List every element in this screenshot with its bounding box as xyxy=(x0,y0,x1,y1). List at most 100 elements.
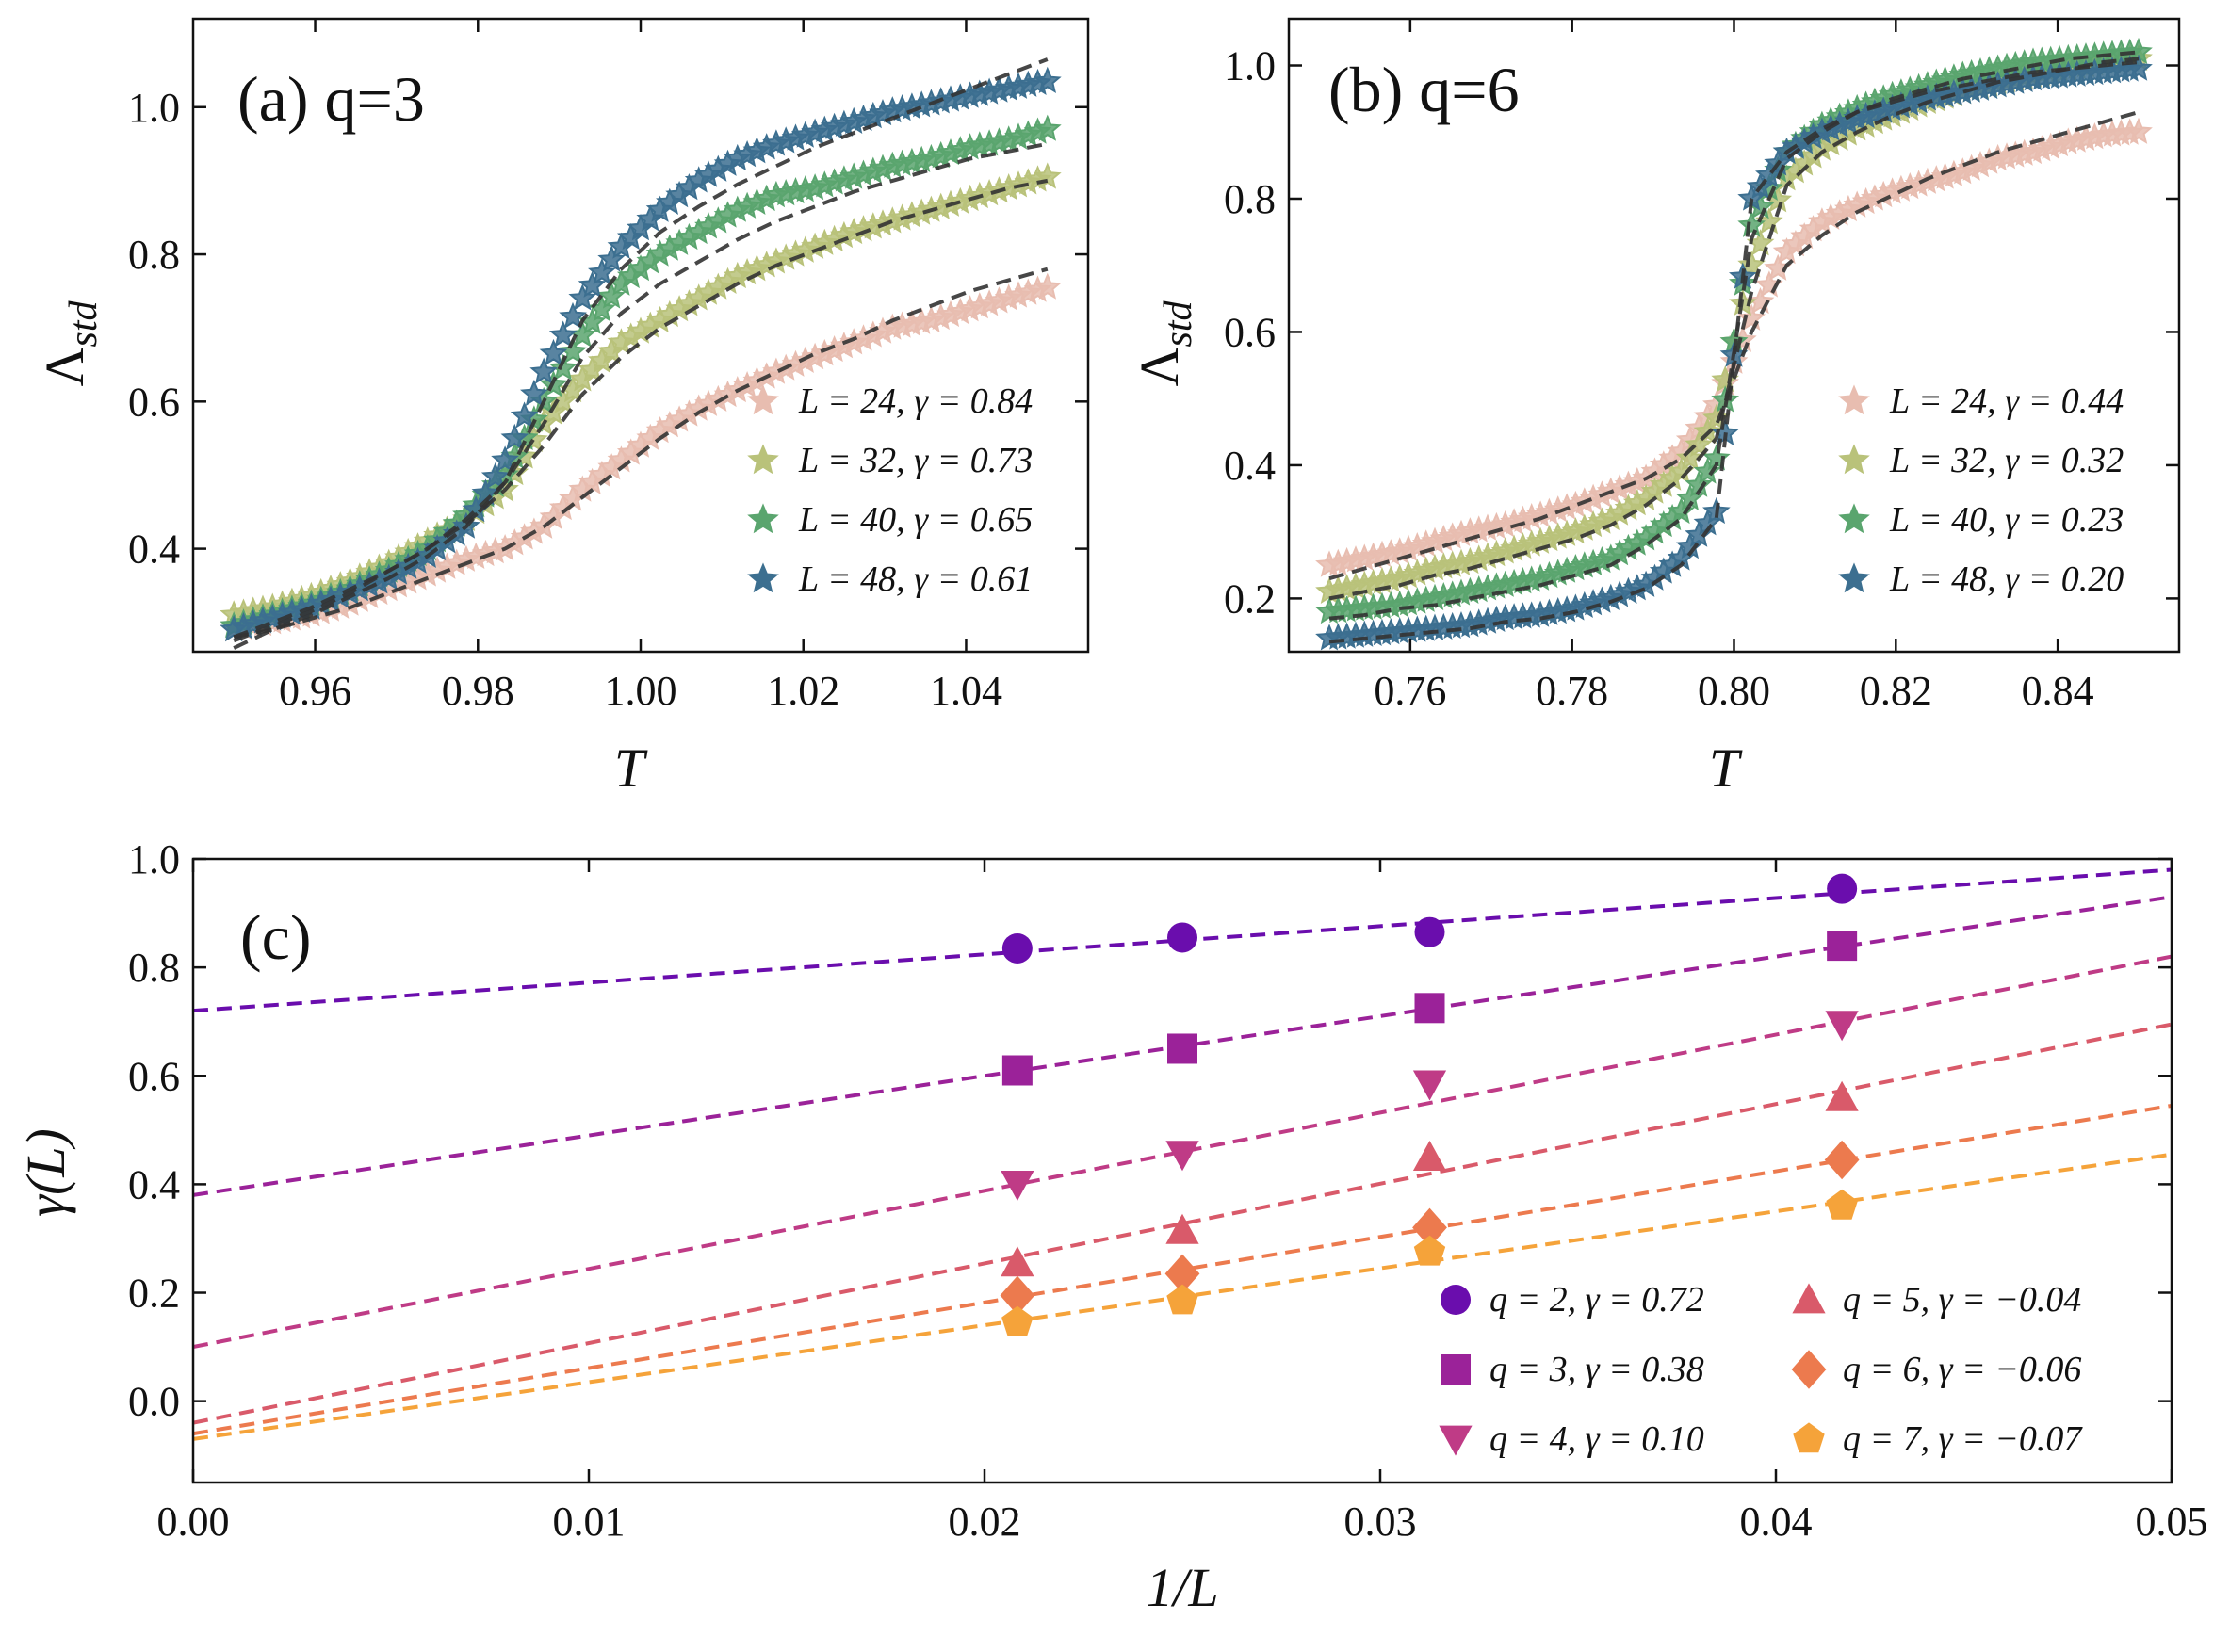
b-legend-marker-L32 xyxy=(1838,444,1870,475)
c-xtick-label: 0.05 xyxy=(2136,1498,2208,1545)
a-legend-label-L24: L = 24, γ = 0.84 xyxy=(798,381,1033,421)
b-legend-marker-L24 xyxy=(1838,384,1870,415)
panel-c-ylabel: γ(L) xyxy=(15,1128,76,1217)
a-legend-label-L48: L = 48, γ = 0.61 xyxy=(798,559,1033,599)
panel-a-ylabel-main: Λ xyxy=(34,347,95,386)
a-star-point-L48 xyxy=(539,338,568,366)
a-star-point-L48 xyxy=(578,270,607,298)
c-point-q4 xyxy=(1825,1011,1859,1042)
panel-a: 0.96 0.98 1.00 1.02 1.04 0.4 0.6 0.8 1.0 (a) q=3… xyxy=(34,17,1090,799)
b-xtick-label: 0.84 xyxy=(2022,668,2094,714)
panel-c-axes-ticks: 0.00 0.01 0.02 0.03 0.04 0.05 0.0 0.2 0.4 0.6 0.8 1… xyxy=(128,836,2208,1545)
panel-a-ylabel-sub: std xyxy=(62,300,106,347)
b-legend-label-L32: L = 32, γ = 0.32 xyxy=(1889,441,2124,480)
c-legend-marker-q6 xyxy=(1791,1350,1827,1389)
b-legend-marker-L48 xyxy=(1838,562,1870,593)
c-xtick-label: 0.01 xyxy=(553,1498,626,1545)
panel-a-legend: L = 24, γ = 0.84 L = 32, γ = 0.73 L = 40, … xyxy=(747,381,1033,599)
c-point-q6 xyxy=(1412,1207,1447,1248)
a-legend-label-L40: L = 40, γ = 0.65 xyxy=(798,500,1033,540)
panel-b-title: (b) q=6 xyxy=(1328,54,1520,125)
c-legend-label-q2: q = 2, γ = 0.72 xyxy=(1489,1280,1704,1320)
a-star-point-L48 xyxy=(480,462,510,489)
c-legend-label-q6: q = 6, γ = −0.06 xyxy=(1843,1350,2081,1389)
panel-b-ylabel-sub: std xyxy=(1157,300,1200,347)
b-ytick-label: 0.8 xyxy=(1224,176,1276,222)
a-xtick-label: 0.98 xyxy=(442,668,514,714)
c-point-q3 xyxy=(1167,1033,1197,1064)
a-star-point-L48 xyxy=(520,379,548,407)
a-star-point-L48 xyxy=(548,320,578,348)
c-legend-label-q4: q = 4, γ = 0.10 xyxy=(1489,1419,1704,1459)
c-legend-label-q3: q = 3, γ = 0.38 xyxy=(1489,1350,1704,1389)
c-legend-marker-q3 xyxy=(1441,1354,1471,1385)
c-point-q2 xyxy=(1414,916,1445,947)
c-point-q5 xyxy=(1825,1080,1859,1111)
panel-c: 0.00 0.01 0.02 0.03 0.04 0.05 0.0 0.2 0.4 0.6 0.8 1… xyxy=(15,836,2208,1618)
a-star-point-L40 xyxy=(559,337,587,364)
a-fit-line-L40 xyxy=(233,141,1049,643)
a-star-point-L48 xyxy=(588,258,616,285)
panel-a-ylabel: Λstd xyxy=(34,300,106,386)
a-ytick-label: 0.6 xyxy=(128,379,180,425)
c-point-q7 xyxy=(1413,1235,1446,1266)
c-point-q2 xyxy=(1167,922,1197,953)
a-xtick-label: 1.00 xyxy=(605,668,677,714)
a-ytick-label: 0.8 xyxy=(128,232,180,278)
c-ytick-label: 0.8 xyxy=(128,945,180,991)
b-xtick-label: 0.80 xyxy=(1698,668,1770,714)
b-xtick-label: 0.78 xyxy=(1536,668,1608,714)
a-xtick-label: 1.02 xyxy=(767,668,839,714)
c-legend-marker-q2 xyxy=(1441,1285,1471,1315)
b-star-point-L32 xyxy=(1693,417,1722,445)
b-ytick-label: 1.0 xyxy=(1224,43,1276,89)
panel-b: 0.76 0.78 0.80 0.82 0.84 0.2 0.4 0.6 0.8 1.0 (b) … xyxy=(1129,17,2181,799)
c-ytick-label: 0.2 xyxy=(128,1271,180,1317)
c-point-q4 xyxy=(1412,1070,1447,1101)
panel-c-title: (c) xyxy=(240,901,311,973)
a-legend-marker-L48 xyxy=(747,562,779,593)
a-star-point-L48 xyxy=(529,357,558,384)
b-legend-label-L48: L = 48, γ = 0.20 xyxy=(1889,559,2124,599)
a-xtick-label: 1.04 xyxy=(930,668,1002,714)
b-fit-line-L24 xyxy=(1328,110,2140,581)
a-legend-label-L32: L = 32, γ = 0.73 xyxy=(798,441,1033,480)
panel-c-frame xyxy=(191,857,2173,1484)
c-point-q5 xyxy=(1412,1141,1447,1171)
c-point-q7 xyxy=(1166,1284,1198,1315)
c-point-q3 xyxy=(1827,931,1858,962)
c-point-q6 xyxy=(1824,1140,1860,1180)
a-ytick-label: 1.0 xyxy=(128,85,180,131)
c-point-q5 xyxy=(1165,1213,1199,1244)
a-star-point-L24 xyxy=(1034,272,1062,300)
c-ytick-label: 0.0 xyxy=(128,1379,180,1425)
a-star-point-L48 xyxy=(568,283,597,311)
c-point-q6 xyxy=(1000,1275,1035,1316)
panel-b-ylabel: Λstd xyxy=(1129,300,1200,386)
b-xtick-label: 0.82 xyxy=(1860,668,1932,714)
c-ytick-label: 0.6 xyxy=(128,1053,180,1099)
a-star-point-L40 xyxy=(1034,114,1062,141)
panel-b-plot-area xyxy=(1315,37,2153,651)
panel-b-axes-ticks: 0.76 0.78 0.80 0.82 0.84 0.2 0.4 0.6 0.8 1.0 xyxy=(1224,19,2179,714)
panel-c-plot-area xyxy=(193,867,2172,1441)
c-point-q4 xyxy=(1165,1141,1199,1172)
a-xtick-label: 0.96 xyxy=(279,668,351,714)
panel-a-axes-ticks: 0.96 0.98 1.00 1.02 1.04 0.4 0.6 0.8 1.0 xyxy=(128,19,1088,714)
a-star-point-L40 xyxy=(597,282,626,309)
a-star-point-L40 xyxy=(548,353,578,381)
a-legend-marker-L40 xyxy=(747,503,779,534)
panel-a-plot-area xyxy=(220,57,1062,650)
b-legend-marker-L40 xyxy=(1838,503,1870,534)
c-point-q4 xyxy=(1001,1171,1034,1201)
panel-c-xlabel: 1/L xyxy=(1146,1557,1218,1618)
a-fit-line-L48 xyxy=(233,57,1049,650)
b-star-point-L24 xyxy=(2124,117,2153,144)
c-xtick-label: 0.03 xyxy=(1344,1498,1417,1545)
a-star-point-L48 xyxy=(597,245,626,272)
c-ytick-label: 1.0 xyxy=(128,836,180,883)
panel-a-title: (a) q=3 xyxy=(237,63,425,135)
c-point-q7 xyxy=(1826,1189,1858,1220)
c-point-q3 xyxy=(1001,1055,1033,1086)
